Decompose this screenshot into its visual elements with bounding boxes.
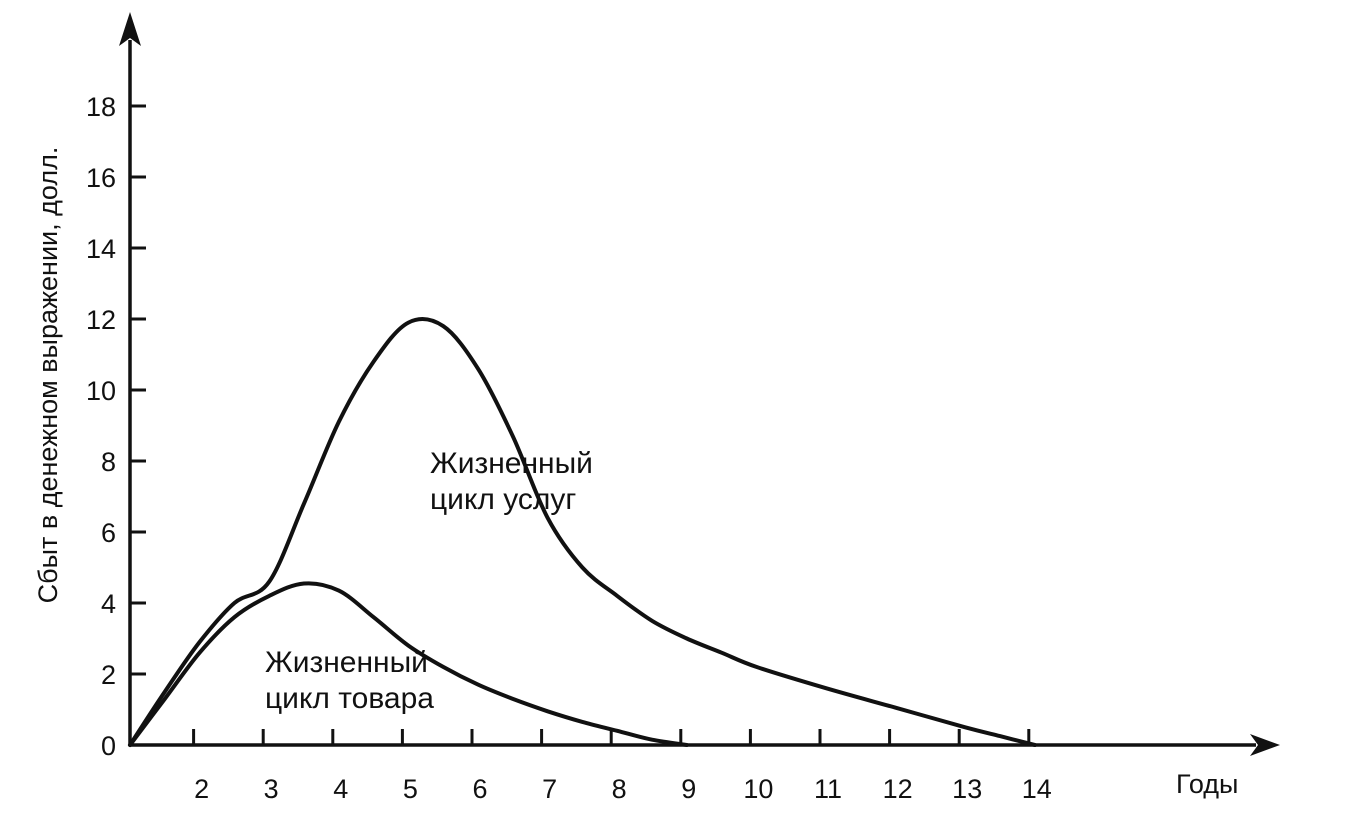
x-tick-label: 3 (264, 774, 279, 804)
series-layer (128, 317, 1037, 747)
y-axis-arrow (119, 12, 141, 46)
x-tick-label: 14 (1022, 774, 1052, 804)
y-tick-label: 6 (101, 518, 116, 548)
ticks-layer: 0 2 4 6 8 10 12 14 16 18 2 3 4 5 6 7 8 9 10 11 12 13 14 (86, 92, 1052, 804)
y-tick-label: 4 (101, 589, 116, 619)
product-lifecycle-label-line: Жизненный (265, 646, 428, 679)
x-tick-label: 2 (194, 774, 209, 804)
x-tick-label: 13 (952, 774, 982, 804)
x-tick-label: 12 (883, 774, 913, 804)
product-lifecycle-line (128, 581, 689, 747)
x-axis-title: Годы (1176, 769, 1238, 799)
y-tick-label: 8 (101, 447, 116, 477)
y-tick-label: 16 (86, 163, 116, 193)
x-tick-label: 4 (333, 774, 348, 804)
y-tick-label: 0 (101, 731, 116, 761)
service-lifecycle-label: Жизненный цикл услуг (430, 447, 593, 516)
service-lifecycle-line (128, 317, 1037, 747)
product-lifecycle-label: Жизненный цикл товара (265, 646, 434, 715)
x-tick-label: 9 (681, 774, 696, 804)
x-tick-label: 8 (612, 774, 627, 804)
service-lifecycle-label-line: цикл услуг (430, 483, 576, 516)
x-tick-label: 6 (472, 774, 487, 804)
service-lifecycle-label-line: Жизненный (430, 447, 593, 480)
x-tick-label: 11 (814, 774, 842, 804)
x-tick-label: 5 (403, 774, 418, 804)
y-tick-label: 18 (86, 92, 116, 122)
y-tick-label: 10 (86, 376, 116, 406)
product-lifecycle-label-line: цикл товара (265, 682, 434, 715)
x-tick-label: 10 (743, 774, 773, 804)
y-tick-label: 14 (86, 234, 116, 264)
x-tick-label: 7 (542, 774, 557, 804)
axes-layer (119, 12, 1280, 756)
y-tick-label: 12 (86, 305, 116, 335)
x-axis-arrow (1250, 734, 1280, 756)
y-tick-label: 2 (101, 660, 116, 690)
y-axis-title: Сбыт в денежном выражении, долл. (33, 147, 63, 604)
